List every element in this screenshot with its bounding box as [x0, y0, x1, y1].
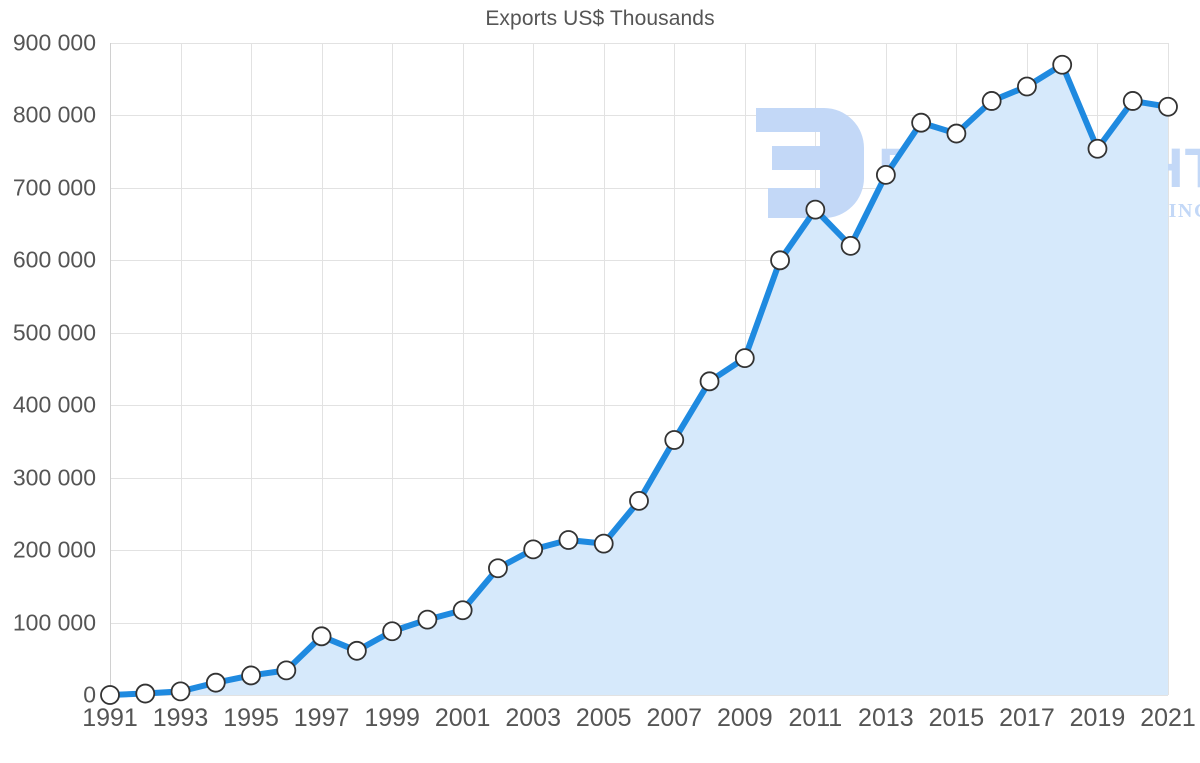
y-axis-line [110, 43, 111, 695]
data-point-marker[interactable] [770, 250, 790, 271]
data-point-marker[interactable] [452, 600, 473, 621]
data-point-markers [100, 54, 1178, 705]
data-point-marker[interactable] [1052, 54, 1073, 75]
y-tick-label: 300 000 [12, 464, 96, 491]
y-tick-label: 800 000 [12, 101, 96, 128]
data-point-marker[interactable] [875, 164, 896, 185]
data-point-marker[interactable] [1158, 96, 1178, 117]
data-point-marker[interactable] [417, 609, 438, 630]
gridline-horizontal [110, 695, 1168, 696]
gridline-horizontal [110, 332, 1168, 334]
gridline-vertical [251, 43, 253, 695]
gridline-horizontal [110, 115, 1168, 117]
data-point-marker[interactable] [699, 371, 720, 392]
x-tick-label: 2001 [434, 704, 491, 732]
data-point-marker[interactable] [205, 672, 226, 693]
x-tick-label: 2005 [575, 704, 632, 732]
x-tick-label: 1991 [82, 704, 138, 732]
gridline-horizontal [110, 260, 1168, 262]
x-tick-label: 2021 [1140, 704, 1196, 732]
y-tick-label: 0 [83, 681, 96, 708]
gridline-vertical [392, 43, 394, 695]
data-point-marker[interactable] [1087, 138, 1108, 159]
gridline-vertical [533, 43, 535, 695]
data-point-marker[interactable] [346, 640, 367, 661]
x-tick-label: 2017 [999, 704, 1055, 732]
data-point-marker[interactable] [840, 235, 861, 256]
data-point-marker[interactable] [981, 91, 1002, 111]
x-tick-label: 2013 [858, 704, 914, 732]
gridline-vertical [603, 43, 605, 695]
gridline-horizontal [110, 405, 1168, 407]
gridline-vertical [321, 43, 323, 695]
gridline-horizontal [110, 43, 1168, 44]
gridline-vertical [462, 43, 464, 695]
x-tick-label: 1993 [152, 704, 209, 732]
x-tick-label: 2007 [646, 704, 703, 732]
x-tick-label: 2015 [928, 704, 985, 732]
data-point-marker[interactable] [382, 621, 403, 642]
gridline-vertical [1168, 43, 1169, 695]
data-point-marker[interactable] [558, 530, 579, 550]
data-point-marker[interactable] [135, 683, 156, 704]
data-point-marker[interactable] [241, 665, 261, 686]
y-tick-label: 900 000 [12, 29, 96, 56]
data-point-marker[interactable] [100, 685, 120, 705]
y-tick-label: 400 000 [12, 391, 96, 418]
data-point-marker[interactable] [523, 539, 544, 560]
data-point-marker[interactable] [664, 430, 685, 450]
gridline-horizontal [110, 187, 1168, 189]
x-tick-label: 2003 [505, 704, 561, 732]
gridline-horizontal [110, 477, 1168, 479]
x-tick-label: 2011 [788, 704, 843, 732]
data-point-marker[interactable] [311, 626, 332, 647]
y-tick-label: 200 000 [12, 536, 96, 563]
gridline-vertical [180, 43, 182, 695]
plot-area: FWFREIGHT FREIGHT SHIPPING [100, 43, 1200, 705]
data-point-marker[interactable] [1017, 76, 1037, 97]
data-point-marker[interactable] [734, 348, 755, 369]
y-tick-label: 500 000 [12, 319, 96, 346]
data-point-marker[interactable] [805, 199, 826, 220]
gridline-vertical [674, 43, 676, 695]
x-tick-label: 1999 [364, 704, 420, 732]
data-point-marker[interactable] [629, 490, 649, 511]
data-point-marker[interactable] [488, 558, 508, 579]
x-tick-label: 2019 [1069, 704, 1126, 732]
y-tick-label: 700 000 [12, 174, 96, 201]
x-tick-label: 2009 [716, 704, 773, 732]
area-fill [110, 64, 1168, 696]
data-point-marker[interactable] [946, 123, 967, 144]
data-point-marker[interactable] [593, 533, 614, 554]
data-point-marker[interactable] [276, 660, 297, 681]
data-series-exports [100, 54, 1178, 705]
data-point-marker[interactable] [1122, 91, 1143, 111]
y-tick-label: 600 000 [12, 246, 96, 273]
x-tick-label: 1997 [293, 704, 350, 732]
chart-title: Exports US$ Thousands [485, 7, 715, 30]
y-tick-label: 100 000 [12, 609, 96, 636]
data-point-marker[interactable] [170, 681, 191, 702]
x-tick-label: 1995 [223, 704, 279, 732]
data-point-marker[interactable] [911, 112, 932, 133]
